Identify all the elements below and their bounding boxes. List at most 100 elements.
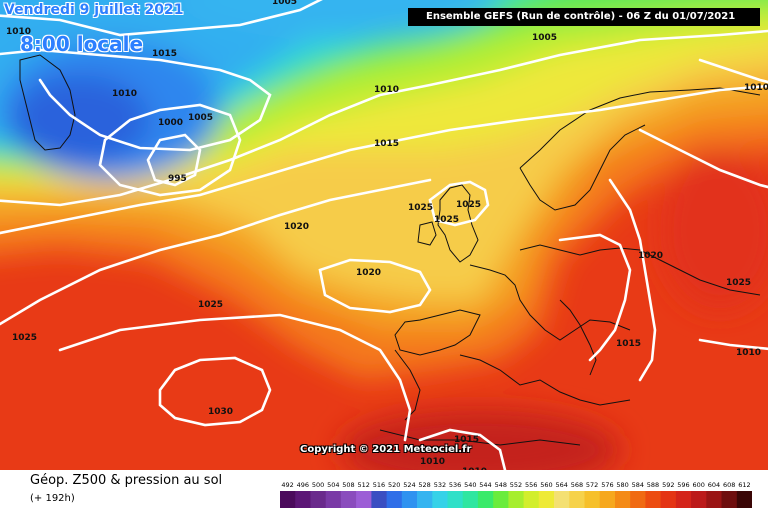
- legend-swatch: [477, 491, 494, 508]
- legend-swatch: [630, 491, 646, 508]
- isobar-label: 1020: [284, 222, 309, 232]
- legend-swatch: [569, 491, 585, 508]
- legend-swatch: [554, 491, 570, 508]
- isobar-label: 1010: [420, 457, 445, 467]
- legend-value: 552: [510, 481, 522, 489]
- legend-swatch: [584, 491, 601, 508]
- legend-value: 504: [327, 481, 339, 489]
- legend-swatch: [736, 491, 752, 508]
- legend-value: 516: [373, 481, 385, 489]
- legend-swatch: [401, 491, 418, 508]
- legend-value: 580: [616, 481, 628, 489]
- legend-value: 492: [281, 481, 293, 489]
- isobar-label: 1000: [158, 118, 183, 128]
- isobar-label: 1010: [374, 85, 399, 95]
- isobar-label: 1020: [638, 251, 663, 261]
- legend-value: 540: [464, 481, 476, 489]
- color-scale-legend: 492 496 500 504 508 512 516 520 524 528 532 536 540 5…: [280, 481, 752, 508]
- legend-value: 496: [297, 481, 309, 489]
- run-info-banner: [408, 8, 760, 26]
- isobar-label: 1005: [532, 33, 557, 43]
- geopotential-field: [0, 0, 768, 470]
- legend-swatch: [523, 491, 540, 508]
- legend-value: 592: [662, 481, 674, 489]
- isobar-label: 1025: [12, 333, 37, 343]
- legend-swatch: [417, 491, 433, 508]
- isobar-label: 1015: [454, 435, 479, 445]
- legend-value: 584: [632, 481, 644, 489]
- isobar-label: 1015: [152, 49, 177, 59]
- legend-value: 604: [708, 481, 720, 489]
- legend-value: 588: [647, 481, 659, 489]
- legend-value: 612: [738, 481, 750, 489]
- legend-swatch: [615, 491, 631, 508]
- legend-value: 560: [540, 481, 552, 489]
- isobars: [0, 0, 768, 470]
- isobar-label: 1015: [374, 139, 399, 149]
- map-title: Géop. Z500 & pression au sol: [30, 473, 223, 488]
- isobar-label: 1015: [616, 339, 641, 349]
- legend-value: 596: [677, 481, 689, 489]
- legend-value: 524: [403, 481, 415, 489]
- coastlines: [19, 54, 761, 446]
- legend-swatch: [691, 491, 707, 508]
- legend-swatch: [538, 491, 555, 508]
- legend-value: 508: [342, 481, 354, 489]
- legend-swatch: [432, 491, 448, 508]
- legend-swatch: [462, 491, 479, 508]
- legend-value: 556: [525, 481, 537, 489]
- isobar-label: 1020: [356, 268, 381, 278]
- isobar-label: 1010: [6, 27, 31, 37]
- forecast-time: 8:00 locale: [20, 32, 144, 56]
- legend-swatch: [295, 491, 311, 508]
- legend-swatch: [447, 491, 464, 508]
- forecast-date: Vendredi 9 juillet 2021: [4, 2, 184, 18]
- legend-swatches: [280, 491, 752, 508]
- isobar-label: 1005: [272, 0, 297, 7]
- legend-swatch: [721, 491, 738, 508]
- legend-value: 572: [586, 481, 598, 489]
- isobar-label: 995: [168, 174, 187, 184]
- legend-swatch: [340, 491, 357, 508]
- isobar-label: 1010: [744, 83, 768, 93]
- legend-swatch: [660, 491, 677, 508]
- isobar-label: 1025: [408, 203, 433, 213]
- legend-value: 500: [312, 481, 324, 489]
- legend-value: 528: [418, 481, 430, 489]
- isobar-label: 1025: [456, 200, 481, 210]
- run-info-text: Ensemble GEFS (Run de contrôle) - 06 Z d…: [426, 11, 736, 22]
- legend-swatch: [280, 491, 296, 508]
- legend-swatch: [371, 491, 387, 508]
- isobar-labels: 1010 1005 1015 1005 1010 1000 1005 995 1…: [6, 0, 768, 470]
- isobar-label: 1030: [208, 407, 233, 417]
- legend-value: 548: [495, 481, 507, 489]
- legend-swatch: [386, 491, 403, 508]
- isobar-label: 1025: [434, 215, 459, 225]
- legend-swatch: [599, 491, 616, 508]
- legend-value: 536: [449, 481, 461, 489]
- legend-swatch: [356, 491, 372, 508]
- copyright-text: Copyright © 2021 Meteociel.fr: [300, 444, 472, 455]
- legend-value: 568: [571, 481, 583, 489]
- legend-value: 608: [723, 481, 735, 489]
- legend-swatch: [645, 491, 661, 508]
- isobar-label: 1010: [462, 467, 487, 470]
- isobar-label: 1025: [198, 300, 223, 310]
- legend-value: 564: [555, 481, 567, 489]
- isobar-label: 1010: [112, 89, 137, 99]
- legend-value: 600: [692, 481, 704, 489]
- isobar-label: 1010: [736, 348, 761, 358]
- legend-swatch: [493, 491, 509, 508]
- forecast-lead: (+ 192h): [30, 493, 75, 504]
- legend-value: 512: [357, 481, 369, 489]
- legend-swatch: [325, 491, 342, 508]
- legend-value: 520: [388, 481, 400, 489]
- isobar-label: 1005: [188, 113, 213, 123]
- legend-value: 532: [434, 481, 446, 489]
- legend-swatch: [675, 491, 692, 508]
- legend-value: 544: [479, 481, 491, 489]
- legend-swatch: [508, 491, 524, 508]
- legend-swatch: [706, 491, 722, 508]
- isobar-label: 1025: [726, 278, 751, 288]
